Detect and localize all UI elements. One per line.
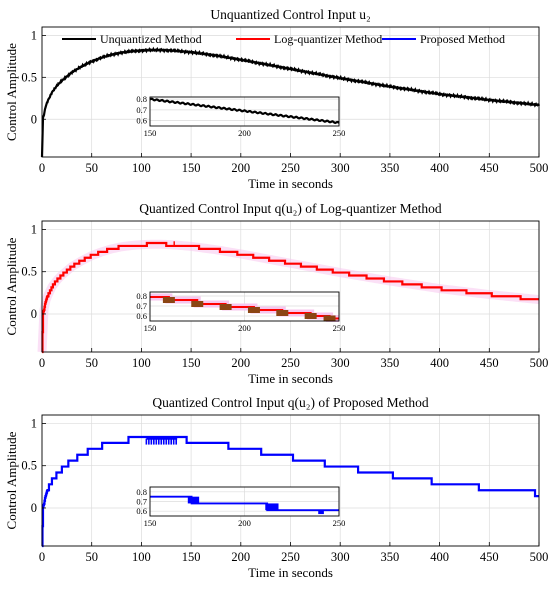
- inset-series: [150, 495, 339, 512]
- inset: 150 200 250 0.60.70.8: [136, 486, 346, 528]
- chart-title: Unquantized Control Input u₂: [210, 7, 370, 22]
- x-tick-label: 400: [430, 550, 449, 564]
- x-tick-label: 500: [530, 550, 549, 564]
- chart-title: Quantized Control Input q(u₂) of Log-qua…: [139, 201, 442, 216]
- inset-frame: [149, 486, 340, 517]
- x-tick-label: 450: [480, 356, 499, 370]
- series-step-line: [41, 435, 539, 548]
- inset-frame: [149, 291, 340, 322]
- legend: Unquantized Method Log-quantizer Method Pr…: [62, 32, 505, 46]
- y-tick-label: 0: [31, 112, 37, 126]
- inset-y-tick-label: 0.7: [136, 497, 147, 507]
- y-axis-label: Control Amplitude: [4, 431, 19, 529]
- x-tick-label: 250: [281, 550, 300, 564]
- panel-1: 0 50 100 150 200 250 300 350 400 450 500 0 0.5 1 Unqua…: [4, 7, 548, 191]
- x-tick-label: 0: [39, 550, 45, 564]
- inset: 150 200 250 0.60.70.8: [136, 94, 345, 138]
- x-tick-label: 0: [39, 161, 45, 175]
- legend-entry: Log-quantizer Method: [274, 32, 382, 46]
- inset-overlap-mark: [219, 304, 232, 310]
- y-tick-label: 0.5: [21, 70, 37, 84]
- inset-overlap-mark: [304, 313, 317, 319]
- x-tick-label: 100: [132, 550, 151, 564]
- x-tick-label: 0: [39, 356, 45, 370]
- inset-y-tick-label: 0.6: [136, 116, 147, 126]
- panel-2: 0 50 100 150 200 250 300 350 400 450 500 0 0.5 1 Quant…: [4, 201, 548, 386]
- inset-overlap-mark: [276, 310, 289, 316]
- y-tick-label: 1: [31, 222, 37, 236]
- inset-overlap-mark: [323, 315, 336, 322]
- x-tick-label: 350: [381, 550, 400, 564]
- panel-3: 0 50 100 150 200 250 300 350 400 450 500 0 0.5 1 Quant…: [4, 395, 548, 580]
- x-tick-label: 200: [231, 550, 250, 564]
- inset-y-tick-label: 0.7: [136, 301, 147, 311]
- x-tick-label: 50: [85, 550, 98, 564]
- y-axis-label: Control Amplitude: [4, 43, 19, 141]
- legend-entry: Unquantized Method: [100, 32, 202, 46]
- series-line-unquantized: [40, 46, 541, 158]
- x-tick-label: 350: [381, 161, 400, 175]
- inset-series: [149, 97, 340, 125]
- inset-x-tick-label: 150: [144, 518, 157, 528]
- x-tick-label: 250: [281, 356, 300, 370]
- inset-overlap-mark: [247, 307, 260, 313]
- inset-x-tick-label: 150: [144, 128, 157, 138]
- x-tick-label: 300: [331, 161, 350, 175]
- inset-y-tick-label: 0.7: [136, 105, 147, 115]
- y-tick-label: 0.5: [21, 459, 37, 473]
- inset-chatter-block: [265, 503, 279, 511]
- y-tick-label: 1: [31, 416, 37, 430]
- y-tick-label: 0: [31, 501, 37, 515]
- x-tick-label: 200: [231, 161, 250, 175]
- inset-x-tick-label: 250: [333, 323, 346, 333]
- x-axis-label: Time in seconds: [248, 371, 333, 386]
- x-tick-label: 200: [231, 356, 250, 370]
- y-axis-label: Control Amplitude: [4, 237, 19, 335]
- inset-y-tick-label: 0.6: [136, 311, 147, 321]
- x-tick-label: 100: [132, 161, 151, 175]
- x-tick-label: 500: [530, 356, 549, 370]
- x-tick-label: 400: [430, 161, 449, 175]
- x-tick-label: 150: [182, 161, 201, 175]
- inset-x-tick-label: 200: [238, 128, 251, 138]
- x-tick-label: 250: [281, 161, 300, 175]
- x-tick-label: 300: [331, 550, 350, 564]
- inset-frame: [149, 96, 340, 127]
- inset-chatter-block: [187, 496, 200, 504]
- inset-x-tick-label: 150: [144, 323, 157, 333]
- x-tick-label: 50: [85, 161, 98, 175]
- x-tick-label: 350: [381, 356, 400, 370]
- x-axis-label: Time in seconds: [248, 176, 333, 191]
- inset-x-tick-label: 200: [238, 518, 251, 528]
- x-tick-label: 450: [480, 550, 499, 564]
- inset-x-tick-label: 200: [238, 323, 251, 333]
- x-tick-label: 100: [132, 356, 151, 370]
- y-tick-label: 0.5: [21, 265, 37, 279]
- inset-x-tick-label: 250: [333, 518, 346, 528]
- x-tick-label: 150: [182, 550, 201, 564]
- x-tick-label: 150: [182, 356, 201, 370]
- inset-y-tick-label: 0.8: [136, 291, 147, 301]
- inset-x-tick-label: 250: [333, 128, 346, 138]
- inset-overlap-mark: [191, 301, 204, 307]
- x-tick-label: 50: [85, 356, 98, 370]
- x-tick-label: 300: [331, 356, 350, 370]
- inset-y-tick-label: 0.6: [136, 506, 147, 516]
- inset-y-tick-label: 0.8: [136, 487, 147, 497]
- legend-entry: Proposed Method: [420, 32, 505, 46]
- series-step-line: [41, 241, 539, 354]
- x-tick-label: 450: [480, 161, 499, 175]
- y-tick-label: 0: [31, 307, 37, 321]
- inset-chatter-block: [318, 510, 324, 515]
- inset-overlap-mark: [162, 297, 175, 303]
- x-tick-label: 500: [530, 161, 549, 175]
- inset-y-tick-label: 0.8: [136, 94, 147, 104]
- y-tick-label: 1: [31, 28, 37, 42]
- inset: 150 200 250 0.60.70.8: [136, 291, 345, 333]
- x-axis-label: Time in seconds: [248, 565, 333, 580]
- x-tick-label: 400: [430, 356, 449, 370]
- chart-title: Quantized Control Input q(u₂) of Propose…: [152, 395, 428, 410]
